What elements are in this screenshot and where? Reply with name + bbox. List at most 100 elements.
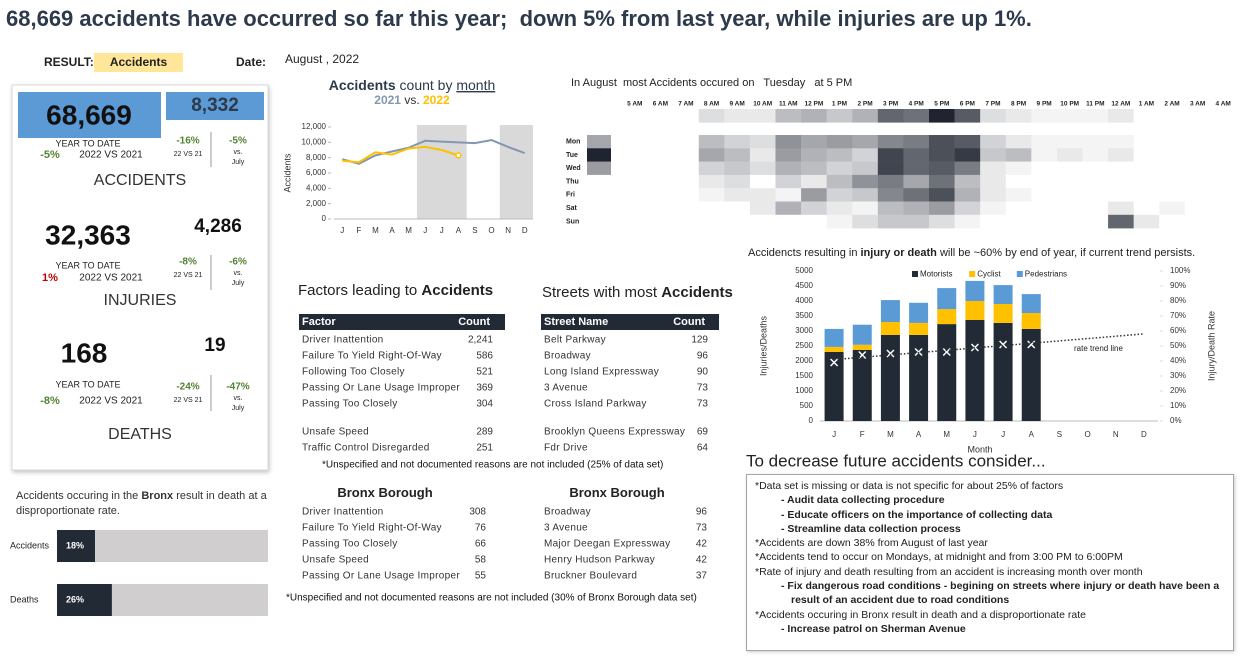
legend-separator: vs. xyxy=(401,93,423,107)
heat-cell xyxy=(852,148,879,162)
bar-segment xyxy=(824,328,844,347)
x-tick-label: N xyxy=(505,226,511,235)
table-count: 55 xyxy=(475,571,487,582)
heat-cell xyxy=(775,161,802,176)
bar-segment xyxy=(1021,294,1041,313)
heat-cell xyxy=(1133,109,1160,123)
heat-cell xyxy=(1210,161,1237,176)
y2-tick-label: 70% xyxy=(1170,311,1186,320)
heat-cell xyxy=(826,174,853,189)
x-tick-label: D xyxy=(522,226,528,235)
y-tick-label: 10,000 xyxy=(302,137,327,146)
chart-title: Accidents count by month xyxy=(329,77,496,93)
kpi-ytd-change: 1% xyxy=(42,272,58,284)
x-tick-label: A xyxy=(1029,430,1035,439)
kpi-ytd-value: 32,363 xyxy=(45,219,131,250)
heat-cell xyxy=(673,201,700,216)
table-count: 73 xyxy=(697,383,709,394)
date-value: August , 2022 xyxy=(285,52,359,66)
series-line xyxy=(342,145,459,164)
heat-cell xyxy=(622,135,648,149)
heat-cell xyxy=(775,135,802,149)
y-tick-label: 4500 xyxy=(795,281,813,290)
kpi-prev-change: -5% xyxy=(229,136,247,147)
bar-segment xyxy=(880,334,900,421)
result-label: RESULT: xyxy=(44,55,94,69)
table-cell: Brooklyn Queens Expressway xyxy=(544,427,685,438)
table-cell: Broadway xyxy=(544,507,591,518)
result-dropdown[interactable] xyxy=(94,53,183,72)
table-cell: Henry Hudson Parkway xyxy=(544,555,655,566)
legend-label: Motorists xyxy=(920,270,952,279)
y-tick-label: 4000 xyxy=(795,296,813,305)
heat-cell xyxy=(826,135,853,149)
y-tick-label: 0 xyxy=(809,416,814,425)
table-title-part: Factors leading to xyxy=(298,282,421,299)
heat-cell xyxy=(1184,109,1211,123)
bar-segment xyxy=(909,322,929,335)
day-label: Thu xyxy=(566,178,579,185)
kpi-highlight xyxy=(18,92,161,138)
x-tick-label: F xyxy=(356,226,361,235)
y-tick-label: 5000 xyxy=(795,266,813,275)
hour-label: 2 AM xyxy=(1164,101,1179,108)
heat-cell xyxy=(980,174,1007,189)
table-count: 42 xyxy=(696,555,708,566)
heat-cell xyxy=(673,161,700,176)
heat-cell xyxy=(698,174,725,189)
heat-cell xyxy=(980,188,1007,202)
heat-cell xyxy=(980,135,1007,149)
heat-cell xyxy=(698,161,725,176)
heat-cell xyxy=(647,214,674,229)
bar-segment xyxy=(965,319,985,421)
bar-segment xyxy=(909,334,929,421)
table-title: Bronx Borough xyxy=(337,485,432,500)
y2-tick-label: 20% xyxy=(1170,386,1186,395)
table-count: 96 xyxy=(697,351,709,362)
heat-cell xyxy=(903,174,930,189)
heat-cell xyxy=(1159,214,1186,229)
heat-cell xyxy=(622,201,648,216)
table-title: Bronx Borough xyxy=(569,485,664,500)
bar-segment xyxy=(965,301,985,320)
kpi-prev-compare: vs. xyxy=(234,149,243,156)
date-label: Date: xyxy=(236,55,266,69)
bar-segment xyxy=(993,285,1013,304)
y-tick-label: 0 xyxy=(322,214,327,223)
table-cell: Failure To Yield Right-Of-Way xyxy=(302,351,442,362)
heat-cell xyxy=(622,109,648,123)
legend-label: Pedestrians xyxy=(1025,270,1067,279)
rate-marker xyxy=(942,347,951,357)
heat-cell xyxy=(980,161,1007,176)
hour-label: 10 AM xyxy=(753,101,772,108)
heat-cell xyxy=(954,214,981,229)
table-count: 304 xyxy=(476,399,493,410)
x-tick-label: J xyxy=(1001,430,1005,439)
table-count: 586 xyxy=(476,351,493,362)
result-value[interactable]: Accidents xyxy=(110,55,168,69)
heat-cell xyxy=(698,201,725,216)
heat-cell xyxy=(852,188,879,202)
x-tick-label: A xyxy=(389,226,395,235)
heat-cell xyxy=(749,174,776,189)
table-cell: Belt Parkway xyxy=(544,335,606,346)
heat-cell xyxy=(1210,135,1237,149)
hour-label: 3 PM xyxy=(883,101,898,108)
heat-cell xyxy=(775,188,802,202)
y-tick-label: 8,000 xyxy=(306,153,327,162)
chart-title-part: will be ~60% by end of year, if current … xyxy=(937,247,1195,259)
x-tick-label: S xyxy=(472,226,477,235)
heat-cell xyxy=(1184,214,1211,229)
heat-cell xyxy=(724,188,751,202)
heat-cell xyxy=(1082,214,1109,229)
heat-cell xyxy=(775,148,802,162)
heat-cell xyxy=(1031,135,1058,149)
bar-segment xyxy=(937,324,957,421)
heat-cell xyxy=(1056,188,1083,202)
table-cell: Unsafe Speed xyxy=(302,555,369,566)
y-tick-label: 4,000 xyxy=(306,183,327,192)
table-cell: Broadway xyxy=(544,351,591,362)
table-cell: Driver Inattention xyxy=(302,335,384,346)
heat-cell xyxy=(1005,174,1032,189)
heat-cell xyxy=(1159,148,1186,162)
